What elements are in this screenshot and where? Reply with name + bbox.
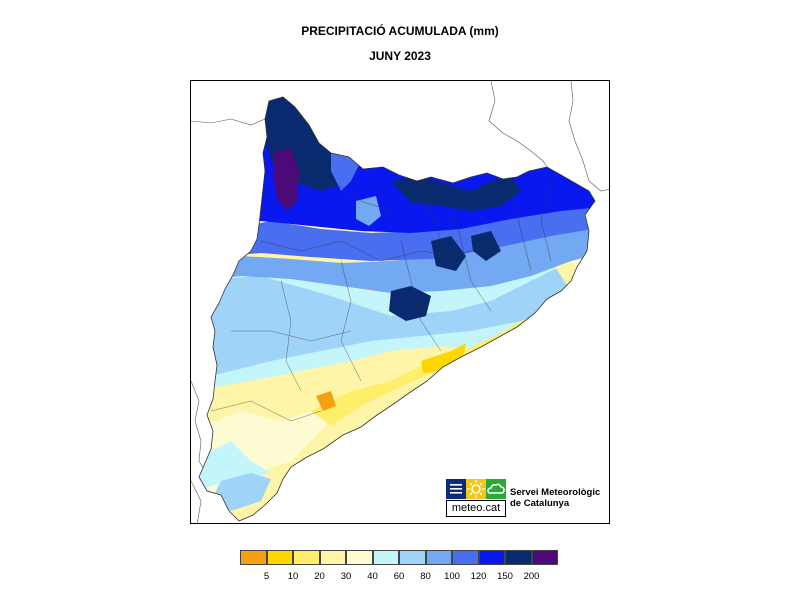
- cloud-icon: [487, 483, 505, 494]
- organization-name-line1: Servei Meteorològic: [510, 487, 601, 498]
- legend-swatch: [478, 550, 505, 565]
- legend-swatch: [240, 550, 267, 565]
- legend-label: 80: [420, 571, 431, 582]
- legend-label: 20: [314, 571, 325, 582]
- legend-swatch: [293, 550, 320, 565]
- legend-swatch: [425, 550, 452, 565]
- precipitation-fill: [199, 97, 595, 521]
- legend-label: 100: [444, 571, 460, 582]
- map-title: PRECIPITACIÓ ACUMULADA (mm): [301, 24, 499, 38]
- legend-swatch: [399, 550, 426, 565]
- legend-labels: 5 10 20 30 40 60 80 100 120 150 200: [240, 571, 560, 585]
- legend-bar: [240, 550, 558, 565]
- map-frame: meteo.cat Servei Meteorològic de Catalun…: [190, 80, 610, 524]
- legend-label: 60: [393, 571, 405, 582]
- logo-cloud-square: [486, 479, 506, 499]
- logo-sun-square: [466, 479, 486, 499]
- legend-swatch: [372, 550, 399, 565]
- legend-label: 40: [367, 571, 378, 582]
- legend-swatch: [505, 550, 532, 565]
- organization-name: Servei Meteorològic de Catalunya: [510, 487, 600, 509]
- snow-icon: [450, 484, 462, 494]
- logo-snow-square: [446, 479, 466, 499]
- organization-name-line2: de Catalunya: [510, 498, 570, 509]
- legend-swatch: [266, 550, 293, 565]
- legend-label: 30: [340, 571, 352, 582]
- legend-label: 150: [497, 571, 513, 582]
- sun-icon: [467, 480, 485, 498]
- legend-swatch: [531, 550, 558, 565]
- map-subtitle: JUNY 2023: [369, 49, 431, 63]
- legend-swatch: [319, 550, 346, 565]
- precipitation-map: [191, 81, 609, 523]
- meteocat-logo: meteo.cat Servei Meteorològic de Catalun…: [446, 479, 606, 519]
- neighbour-borders: [191, 81, 609, 523]
- legend-label: 200: [523, 571, 540, 582]
- color-legend: 5 10 20 30 40 60 80 100 120 150 200: [240, 550, 560, 582]
- legend-label: 10: [287, 571, 299, 582]
- legend-label: 120: [470, 571, 487, 582]
- legend-swatch: [346, 550, 373, 565]
- legend-swatch: [452, 550, 479, 565]
- legend-label: 5: [263, 571, 270, 582]
- logo-wordmark: meteo.cat: [446, 500, 506, 517]
